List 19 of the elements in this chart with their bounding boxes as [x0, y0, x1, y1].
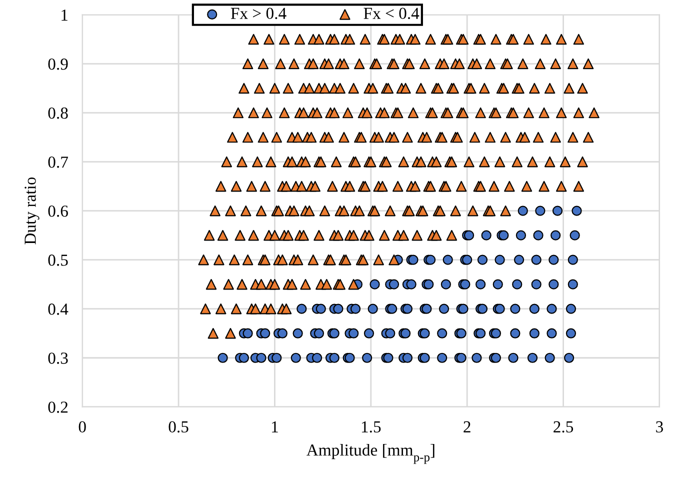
y-tick-label: 0.5 — [48, 254, 68, 266]
x-tick-label: 0.5 — [168, 421, 188, 433]
legend-label: Fx > 0.4 — [230, 8, 286, 20]
y-tick-label: 0.4 — [48, 304, 68, 315]
y-tick-label: 0.3 — [48, 352, 68, 364]
x-tick-label: 1 — [272, 421, 278, 432]
x-tick-label: 3 — [656, 421, 663, 432]
y-axis-title: Duty ratio — [24, 177, 40, 244]
y-tick-label: 0.7 — [48, 156, 68, 168]
y-tick-label: 0.9 — [48, 58, 68, 70]
x-tick-label: 2.5 — [554, 421, 574, 433]
x-tick-label: 2 — [464, 421, 470, 432]
y-tick-label: 0.8 — [48, 108, 68, 119]
y-tick-label: 1 — [62, 10, 68, 21]
legend-label: Fx < 0.4 — [364, 8, 420, 20]
x-tick-label: 0 — [78, 421, 86, 432]
x-tick-label: 1.5 — [362, 421, 381, 433]
y-tick-label: 0.6 — [48, 206, 68, 217]
y-tick-label: 0.2 — [48, 402, 68, 413]
